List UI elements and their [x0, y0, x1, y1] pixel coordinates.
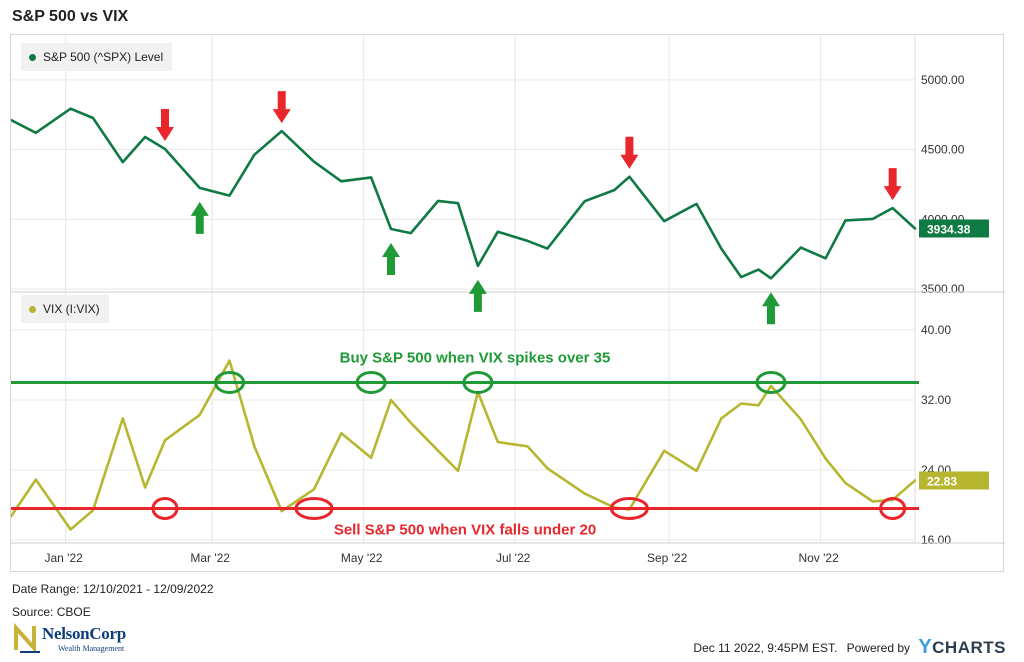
timestamp: Dec 11 2022, 9:45PM EST. — [693, 641, 838, 655]
vix-last-value-label: 22.83 — [927, 475, 957, 489]
buy-circle-2 — [462, 371, 494, 394]
red-arrow-down-icon-2 — [620, 136, 639, 169]
chart-frame: 3500.00 4000.00 4500.00 5000.00 16.00 24.00 32… — [10, 34, 1005, 572]
legend-vix[interactable]: VIX (I:VIX) — [21, 295, 109, 323]
sell-circle-1 — [294, 497, 334, 520]
red-arrow-down-icon-0 — [155, 108, 174, 141]
vix-tick-label-3: 40.00 — [921, 323, 951, 337]
green-arrow-up-icon-1 — [381, 243, 400, 276]
x-tick-label-2: May '22 — [341, 551, 383, 565]
green-arrow-up-icon-3 — [761, 292, 780, 325]
spx-series-line — [11, 107, 917, 280]
timestamp-powered: Dec 11 2022, 9:45PM EST. Powered by — [693, 641, 910, 655]
sell-circle-3 — [879, 497, 907, 520]
spx-tick-label-2: 4500.00 — [921, 143, 965, 157]
buy-circle-0 — [214, 371, 246, 394]
x-tick-label-0: Jan '22 — [44, 551, 83, 565]
legend-spx[interactable]: S&P 500 (^SPX) Level — [21, 43, 173, 71]
spx-last-value-box — [919, 219, 989, 238]
red-arrow-down-icon-1 — [272, 91, 291, 124]
x-tick-label-4: Sep '22 — [647, 551, 688, 565]
spx-tick-label-0: 3500.00 — [921, 282, 965, 296]
vix-series-line — [11, 359, 917, 531]
date-range: Date Range: 12/10/2021 - 12/09/2022 — [12, 582, 214, 596]
x-tick-label-5: Nov '22 — [798, 551, 839, 565]
vix-tick-label-2: 32.00 — [921, 393, 951, 407]
legend-dot-vix-icon — [29, 305, 36, 313]
powered-by-label: Powered by — [846, 641, 910, 655]
x-tick-label-3: Jul '22 — [496, 551, 531, 565]
logo-mark-icon — [14, 622, 40, 654]
brand-y: Y — [918, 636, 933, 658]
green-arrow-up-icon-0 — [190, 201, 209, 234]
buy-annotation-text: Buy S&P 500 when VIX spikes over 35 — [340, 350, 611, 367]
sell-annotation-text: Sell S&P 500 when VIX falls under 20 — [334, 522, 596, 539]
legend-label-spx: S&P 500 (^SPX) Level — [43, 50, 164, 64]
buy-circle-1 — [355, 371, 387, 394]
x-tick-label-1: Mar '22 — [190, 551, 230, 565]
source-label: Source: CBOE — [12, 605, 91, 619]
legend-dot-spx-icon — [29, 53, 36, 61]
ycharts-brand[interactable]: YCHARTS — [918, 636, 1006, 659]
green-arrow-up-icon-2 — [468, 279, 487, 312]
nelsoncorp-logo: NelsonCorp Wealth Management — [14, 622, 154, 658]
sell-circle-2 — [609, 497, 649, 520]
vix-tick-label-0: 16.00 — [921, 533, 951, 547]
legend-label-vix: VIX (I:VIX) — [43, 302, 100, 316]
logo-subtitle: Wealth Management — [58, 644, 125, 653]
spx-tick-label-3: 5000.00 — [921, 73, 965, 87]
brand-text: CHARTS — [932, 638, 1006, 657]
chart-svg: 3500.004000.004500.005000.0016.0024.0032… — [11, 35, 1005, 565]
buy-circle-3 — [755, 371, 787, 394]
chart-title: S&P 500 vs VIX — [12, 8, 129, 25]
red-arrow-down-icon-3 — [883, 168, 902, 201]
spx-last-value-label: 3934.38 — [927, 222, 971, 236]
vix-last-value-box — [919, 471, 989, 490]
sell-circle-0 — [151, 497, 179, 520]
logo-name: NelsonCorp — [42, 624, 126, 643]
